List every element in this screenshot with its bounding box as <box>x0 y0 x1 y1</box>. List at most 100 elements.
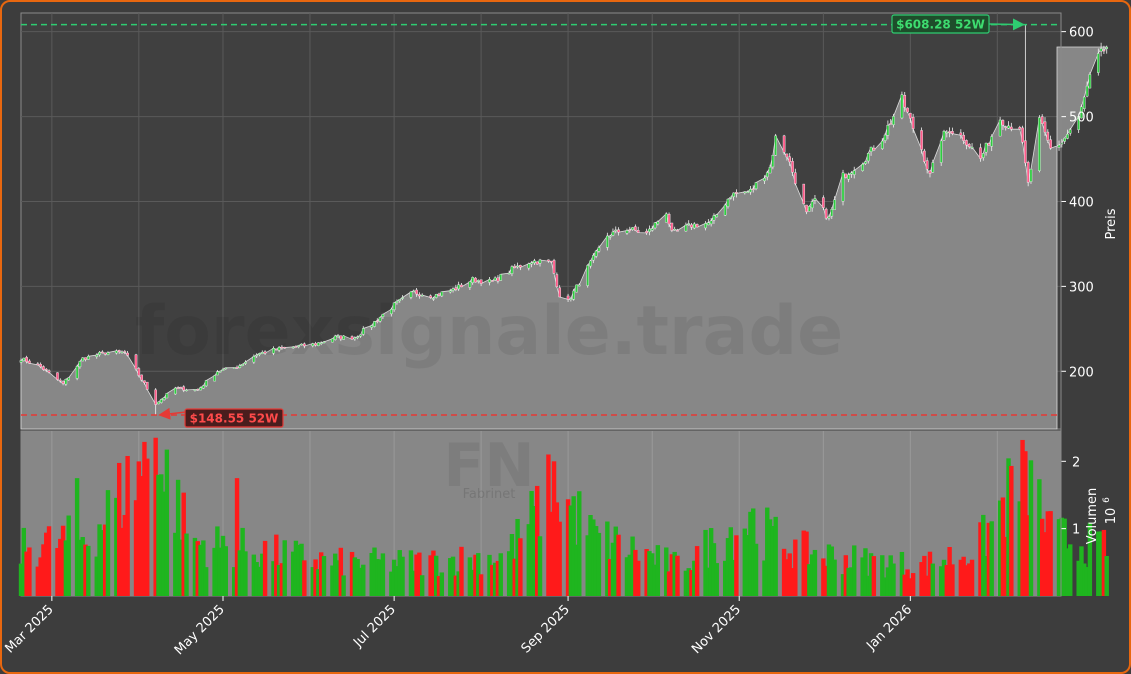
candle <box>771 154 775 170</box>
candle-body-up <box>569 298 573 300</box>
volume-bar-up <box>849 567 854 596</box>
candle-body-up <box>390 309 393 315</box>
volume-bar-up <box>358 567 363 596</box>
candle-body-up <box>1082 96 1086 109</box>
volume-bar-down <box>279 563 285 596</box>
volume-bar-up <box>997 500 1003 596</box>
volume-bar-down <box>1101 529 1107 596</box>
volume-bar-down <box>102 524 108 596</box>
candle-body-up <box>115 350 118 354</box>
candle-body-up <box>19 360 23 363</box>
candle <box>418 292 421 299</box>
candle <box>507 270 511 275</box>
candle <box>398 299 402 303</box>
candle-body-down <box>145 381 149 390</box>
price-tick-label: 500 <box>1069 111 1094 126</box>
volume-bar-up <box>672 551 677 596</box>
candle-body-up <box>381 314 385 317</box>
volume-bar-up <box>1084 567 1090 596</box>
candle-body-down <box>824 208 828 219</box>
candle <box>434 293 438 299</box>
candle <box>794 168 797 186</box>
candle <box>101 350 104 354</box>
volume-bar-up <box>885 567 891 596</box>
candle <box>906 107 909 113</box>
volume-bar-down <box>944 565 950 596</box>
candle-body-up <box>336 335 340 338</box>
volume-bar-down <box>964 565 969 596</box>
volume-bar-down <box>119 527 125 596</box>
candle <box>58 378 62 383</box>
candle-body-down <box>636 230 640 233</box>
candle <box>36 362 40 366</box>
candle <box>1007 121 1010 130</box>
candle <box>998 116 1002 137</box>
volume-bar-down <box>986 522 992 596</box>
candle <box>533 258 536 266</box>
volume-bar-up <box>456 571 461 596</box>
candle <box>990 134 993 152</box>
candle-body-up <box>165 393 169 399</box>
candle <box>263 350 267 356</box>
candle-body-down <box>61 381 65 384</box>
candle-body-up <box>95 354 99 357</box>
candle <box>451 287 455 293</box>
candle <box>479 279 483 287</box>
candle-body-down <box>802 183 806 204</box>
candle <box>530 261 533 268</box>
candle-body-up <box>440 291 444 297</box>
candle <box>768 164 772 174</box>
volume-bar-down <box>557 521 562 596</box>
candle <box>297 344 301 349</box>
volume-bar-down <box>922 555 927 596</box>
candle <box>375 318 379 324</box>
volume-bar-down <box>133 500 139 596</box>
candle <box>179 386 183 389</box>
candle <box>1105 45 1109 54</box>
candle-body-down <box>1004 126 1008 128</box>
candle-body-down <box>695 224 699 228</box>
watermark-symbol: FN <box>443 431 534 501</box>
candle-body-up <box>883 134 887 141</box>
candle-body-down <box>676 230 679 232</box>
candle-body-up <box>774 135 777 156</box>
candle <box>872 145 876 151</box>
candle-body-down <box>280 346 284 349</box>
candle <box>331 338 334 343</box>
candle-body-up <box>401 297 404 299</box>
candle-body-down <box>967 143 971 148</box>
candle-body-up <box>204 380 208 387</box>
volume-bar-up <box>97 524 102 596</box>
volume-bar-up <box>375 559 380 596</box>
volume-bar-up <box>419 575 425 596</box>
volume-bar-up <box>215 526 220 596</box>
volume-bar-down <box>1003 536 1008 596</box>
candle-body-up <box>693 223 696 229</box>
low-52w-label: $148.55 52W <box>190 412 279 426</box>
volume-bar-up <box>762 560 767 596</box>
date-tick-label: Jul 2025 <box>350 602 399 651</box>
volume-bar-down <box>902 574 907 596</box>
candle <box>283 346 287 349</box>
candle <box>606 232 609 251</box>
candle-body-down <box>303 343 306 347</box>
volume-bar-up <box>282 540 287 596</box>
volume-bar-up <box>863 548 868 596</box>
volume-bar-up <box>492 562 498 596</box>
candle-body-up <box>252 356 256 363</box>
candle-body-down <box>634 226 637 231</box>
candle <box>28 359 31 364</box>
candle-body-up <box>1038 117 1041 171</box>
volume-bar-up <box>178 539 184 596</box>
volume-bar-up <box>981 514 986 596</box>
volume-bar-down <box>414 554 419 596</box>
candle-body-up <box>945 131 949 134</box>
candle-body-up <box>457 284 460 290</box>
volume-bar-down <box>607 559 613 596</box>
volume-bar-up <box>888 555 893 596</box>
candle <box>707 219 710 226</box>
volume-bar-up <box>448 558 453 596</box>
candle <box>782 134 786 155</box>
candle <box>864 161 867 165</box>
